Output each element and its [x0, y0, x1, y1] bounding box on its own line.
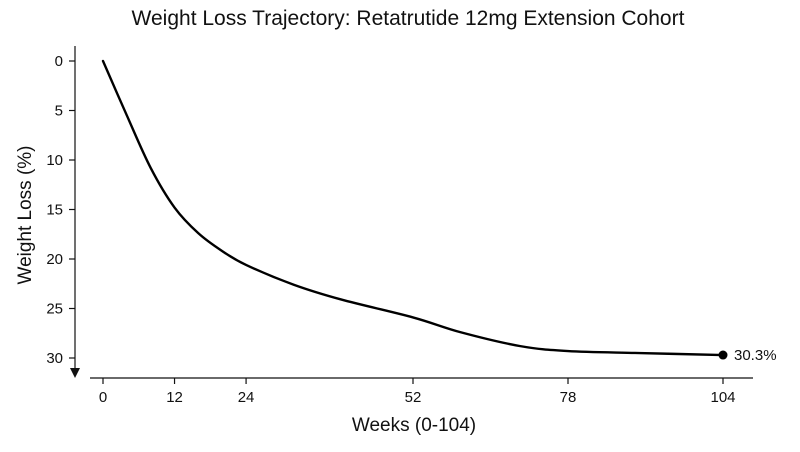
y-axis-label: Weight Loss (%) — [15, 145, 36, 284]
x-tick-label: 52 — [405, 389, 422, 406]
plot-area: 30.3% — [101, 59, 777, 364]
y-tick-label: 5 — [55, 103, 63, 120]
y-axis-arrow-icon — [70, 368, 80, 378]
y-tick-label: 25 — [46, 301, 63, 318]
x-tick-label: 12 — [166, 389, 183, 406]
y-tick-label: 10 — [46, 152, 63, 169]
ticks: 0 5 10 15 20 25 30 0 12 24 52 78 104 — [46, 53, 735, 406]
x-tick-label: 0 — [99, 389, 107, 406]
end-point-label: 30.3% — [734, 347, 777, 364]
x-axis-label: Weeks (0-104) — [352, 415, 476, 436]
series-line — [101, 59, 725, 357]
y-tick-label: 15 — [46, 202, 63, 219]
y-tick-label: 30 — [46, 350, 63, 367]
chart-title: Weight Loss Trajectory: Retatrutide 12mg… — [132, 7, 685, 30]
x-tick-label: 24 — [238, 389, 255, 406]
y-tick-label: 20 — [46, 251, 63, 268]
axes — [70, 46, 753, 379]
y-tick-label: 0 — [55, 53, 63, 70]
end-point-marker — [718, 350, 728, 360]
x-tick-label: 104 — [710, 389, 735, 406]
x-tick-label: 78 — [560, 389, 577, 406]
